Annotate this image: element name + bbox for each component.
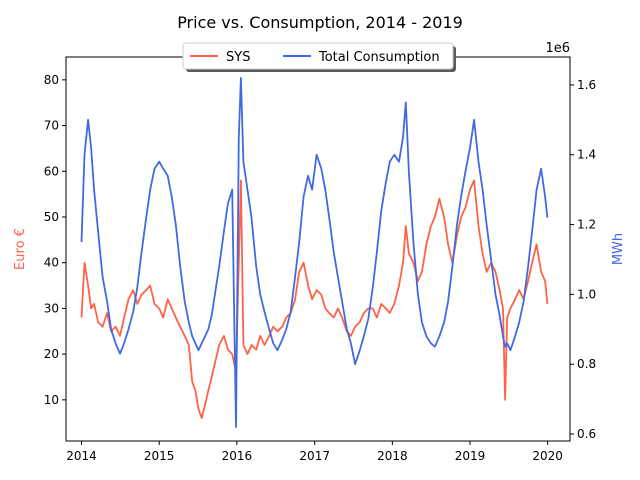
legend: SYS Total Consumption [182, 42, 456, 72]
left-y-tick-label: 80 [44, 73, 59, 87]
plot-area [66, 57, 570, 441]
x-tick-label: 2018 [377, 449, 408, 463]
left-y-tick-label: 20 [44, 347, 59, 361]
x-tick-label: 2017 [299, 449, 330, 463]
series-line-total-consumption [80, 77, 549, 428]
plot-background [66, 57, 570, 441]
right-y-tick-label: 1.4 [577, 148, 596, 162]
series-layer [80, 77, 549, 428]
left-axis-label: Euro € [13, 228, 28, 270]
right-y-tick-label: 1.2 [577, 218, 596, 232]
x-tick-label: 2015 [144, 449, 175, 463]
y-axis-right: 0.6 0.8 1.0 1.2 1.4 1.6 [570, 78, 596, 441]
chart-title: Price vs. Consumption, 2014 - 2019 [177, 13, 463, 32]
x-tick-label: 2020 [532, 449, 563, 463]
right-y-tick-label: 0.8 [577, 357, 596, 371]
left-y-tick-label: 30 [44, 301, 59, 315]
right-y-tick-label: 0.6 [577, 427, 596, 441]
legend-box [182, 42, 454, 70]
left-y-tick-label: 50 [44, 210, 59, 224]
x-tick-label: 2016 [222, 449, 253, 463]
left-y-tick-label: 70 [44, 119, 59, 133]
left-y-tick-label: 60 [44, 164, 59, 178]
y-axis-left: 10 20 30 40 50 60 70 80 [44, 73, 66, 407]
right-axis-offset-text: 1e6 [545, 41, 570, 56]
series-line-sys [80, 179, 549, 420]
legend-label-sys: SYS [226, 50, 250, 65]
x-tick-label: 2014 [66, 449, 97, 463]
x-axis: 2014 2015 2016 2017 2018 2019 2020 [66, 441, 563, 463]
right-y-tick-label: 1.6 [577, 78, 596, 92]
right-y-tick-label: 1.0 [577, 287, 596, 301]
left-y-tick-label: 10 [44, 393, 59, 407]
x-tick-label: 2019 [455, 449, 486, 463]
left-y-tick-label: 40 [44, 256, 59, 270]
right-axis-label: MWh [611, 233, 626, 265]
legend-label-total-consumption: Total Consumption [318, 50, 440, 65]
